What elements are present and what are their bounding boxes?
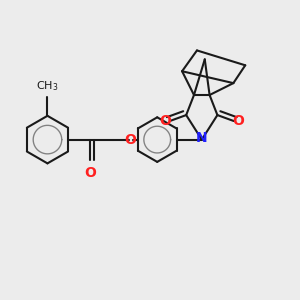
Text: CH$_3$: CH$_3$: [36, 79, 59, 93]
Text: O: O: [159, 114, 171, 128]
Text: O: O: [124, 133, 136, 147]
Text: O: O: [84, 166, 96, 180]
Text: N: N: [196, 131, 208, 145]
Text: O: O: [232, 114, 244, 128]
